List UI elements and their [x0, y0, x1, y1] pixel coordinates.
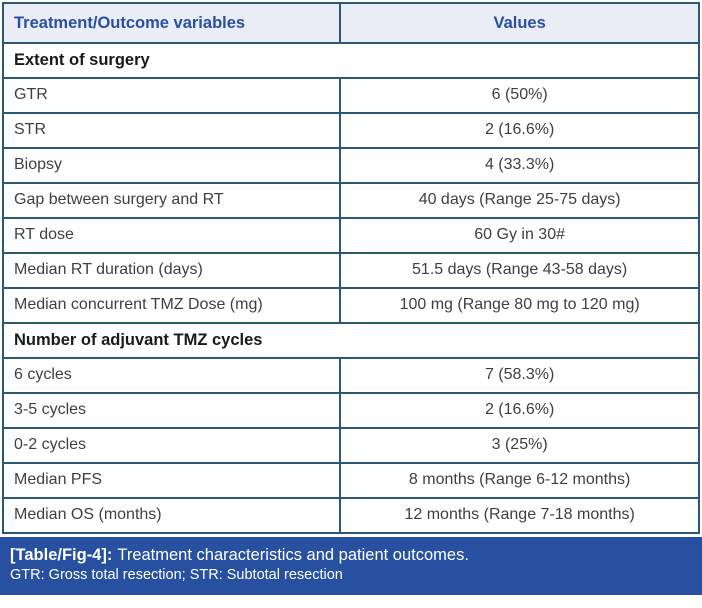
table-caption: [Table/Fig-4]: Treatment characteristics … [10, 544, 692, 566]
table-caption-bar: [Table/Fig-4]: Treatment characteristics … [0, 537, 702, 595]
table-row: RT dose 60 Gy in 30# [1, 217, 700, 254]
abbreviation-note: GTR: Gross total resection; STR: Subtota… [10, 567, 343, 584]
row-label: 3-5 cycles [1, 392, 342, 429]
table-row: 0-2 cycles 3 (25%) [1, 427, 700, 464]
row-label: 6 cycles [1, 357, 342, 394]
row-label: 0-2 cycles [1, 427, 342, 464]
row-label: Biopsy [1, 147, 342, 184]
row-value: 51.5 days (Range 43-58 days) [339, 252, 700, 289]
table-row: 3-5 cycles 2 (16.6%) [1, 392, 700, 429]
table-row: Median PFS 8 months (Range 6-12 months) [1, 462, 700, 499]
row-value: 2 (16.6%) [339, 112, 700, 149]
row-value: 6 (50%) [339, 77, 700, 114]
row-label: Median PFS [1, 462, 342, 499]
row-value: 3 (25%) [339, 427, 700, 464]
row-value: 2 (16.6%) [339, 392, 700, 429]
table-row: Median OS (months) 12 months (Range 7-18… [1, 497, 700, 534]
column-header-values: Values [339, 2, 700, 44]
row-value: 12 months (Range 7-18 months) [339, 497, 700, 534]
treatment-outcomes-table: Treatment/Outcome variables Values Exten… [1, 2, 700, 534]
table-row: Biopsy 4 (33.3%) [1, 147, 700, 184]
row-label: STR [1, 112, 342, 149]
section-row: Number of adjuvant TMZ cycles [2, 322, 700, 359]
row-value: 7 (58.3%) [339, 357, 700, 394]
section-label: Extent of surgery [2, 42, 700, 79]
row-label: GTR [1, 77, 342, 114]
row-value: 60 Gy in 30# [339, 217, 700, 254]
section-label: Number of adjuvant TMZ cycles [2, 322, 700, 359]
column-header-variables: Treatment/Outcome variables [1, 2, 342, 44]
row-value: 8 months (Range 6-12 months) [339, 462, 700, 499]
row-value: 100 mg (Range 80 mg to 120 mg) [339, 287, 700, 324]
table-row: GTR 6 (50%) [1, 77, 700, 114]
table-row: Median RT duration (days) 51.5 days (Ran… [1, 252, 700, 289]
table-row: Gap between surgery and RT 40 days (Rang… [1, 182, 700, 219]
table-row: Median concurrent TMZ Dose (mg) 100 mg (… [1, 287, 700, 324]
table-header-row: Treatment/Outcome variables Values [1, 2, 700, 44]
table-row: STR 2 (16.6%) [1, 112, 700, 149]
section-row: Extent of surgery [2, 42, 700, 79]
row-label: Median RT duration (days) [1, 252, 342, 289]
row-value: 40 days (Range 25-75 days) [339, 182, 700, 219]
row-label: Median OS (months) [1, 497, 342, 534]
table-caption-text: Treatment characteristics and patient ou… [117, 546, 469, 564]
table-fig-tag: [Table/Fig-4]: [10, 546, 113, 564]
row-label: Median concurrent TMZ Dose (mg) [1, 287, 342, 324]
row-label: RT dose [1, 217, 342, 254]
treatment-outcomes-table-wrap: Treatment/Outcome variables Values Exten… [1, 2, 700, 534]
row-value: 4 (33.3%) [339, 147, 700, 184]
row-label: Gap between surgery and RT [1, 182, 342, 219]
table-row: 6 cycles 7 (58.3%) [1, 357, 700, 394]
